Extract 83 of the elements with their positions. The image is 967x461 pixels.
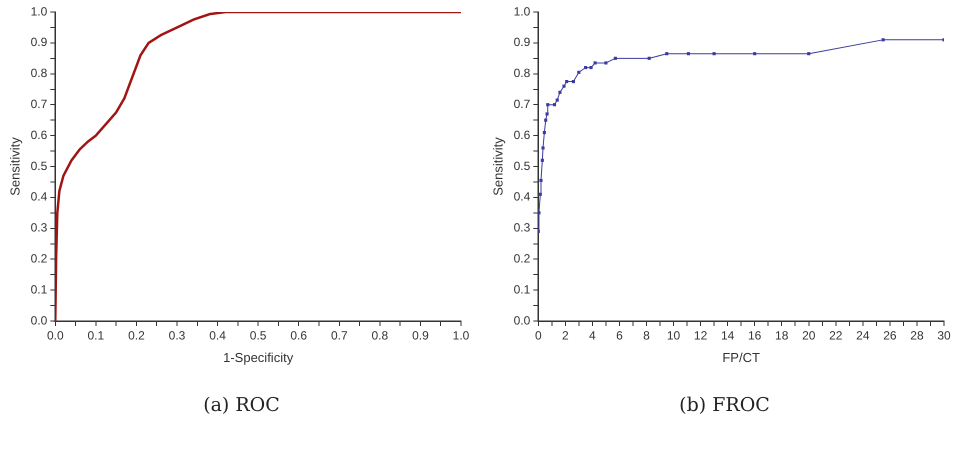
point (540, 158, 544, 162)
x-tick-label: 12 (694, 328, 708, 343)
point (562, 84, 566, 88)
point (546, 103, 550, 106)
point (584, 66, 588, 70)
y-tick-label: 1.0 (514, 4, 531, 18)
point (648, 56, 651, 60)
x-tick-label: 10 (666, 328, 681, 343)
x-tick-label: 0.8 (372, 328, 389, 343)
y-tick-label: 0.8 (30, 66, 48, 80)
x-tick-label: 0 (534, 328, 542, 343)
y-tick-label: 0.9 (30, 35, 48, 50)
y-tick-label: 0.8 (514, 66, 531, 80)
point (686, 52, 690, 56)
x-tick-label: 24 (856, 328, 870, 343)
y-tick-label: 0.7 (30, 97, 48, 112)
point (589, 66, 593, 70)
x-tick-label: 20 (802, 328, 816, 343)
text: (a) ROC (203, 394, 280, 416)
point (539, 178, 543, 182)
x-tick-label: 0.4 (209, 328, 226, 343)
point (546, 112, 549, 116)
x-tick-label: 22 (829, 328, 843, 343)
x-tick-label: 0.5 (250, 328, 267, 343)
x-axis-title: FP/CT (722, 350, 760, 365)
x-tick-label: 30 (937, 328, 951, 343)
text: (b) FROC (679, 394, 770, 416)
x-tick-label: 16 (748, 328, 762, 343)
y-tick-label: 0.3 (514, 220, 531, 235)
point (544, 118, 548, 122)
point (558, 90, 562, 94)
y-tick-label: 0.9 (514, 35, 531, 50)
point (541, 146, 545, 150)
y-tick-label: 1.0 (30, 4, 48, 18)
point (614, 56, 617, 60)
y-tick-label: 0.0 (514, 313, 531, 328)
y-tick-label: 0.2 (514, 252, 531, 266)
y-tick-label: 0.1 (30, 282, 48, 296)
y-tick-label: 0.2 (30, 252, 48, 266)
x-tick-label: 0.6 (290, 328, 308, 343)
x-tick-label: 0.9 (412, 328, 430, 343)
x-tick-label: 2 (562, 328, 569, 343)
x-tick-label: 0.1 (88, 328, 105, 343)
x-tick-label: 8 (643, 328, 650, 343)
y-tick-label: 0.6 (30, 128, 48, 142)
y-tick-label: 0.0 (30, 313, 48, 328)
x-axis-title: 1-Specificity (223, 350, 294, 365)
y-axis-title: Sensitivity (490, 136, 506, 196)
point (882, 38, 885, 42)
point (807, 52, 810, 56)
point (542, 130, 546, 134)
x-tick-label: 4 (589, 328, 596, 343)
y-tick-label: 0.5 (30, 158, 48, 173)
y-tick-label: 0.4 (30, 190, 48, 204)
x-tick-label: 28 (910, 328, 924, 343)
point (577, 70, 580, 74)
point (604, 61, 608, 65)
point (594, 61, 597, 65)
y-tick-label: 0.4 (514, 190, 531, 204)
point (572, 80, 576, 84)
y-tick-label: 0.3 (30, 220, 48, 235)
x-tick-label: 0.2 (128, 328, 146, 343)
x-tick-label: 0.3 (168, 328, 186, 343)
point (556, 98, 559, 102)
point (665, 52, 668, 56)
point (712, 52, 716, 56)
point (565, 80, 568, 84)
y-tick-label: 0.5 (514, 158, 531, 173)
point (552, 103, 556, 106)
x-tick-label: 18 (775, 328, 789, 343)
y-tick-label: 0.6 (514, 128, 531, 142)
y-axis-title: Sensitivity (7, 136, 22, 196)
x-tick-label: 26 (883, 328, 897, 343)
x-tick-label: 14 (720, 328, 735, 343)
x-tick-label: 0.0 (46, 328, 64, 343)
point (538, 192, 542, 196)
x-tick-label: 0.7 (330, 328, 348, 343)
point (538, 211, 541, 214)
y-tick-label: 0.7 (514, 97, 531, 112)
x-tick-label: 6 (616, 328, 624, 343)
y-tick-label: 0.1 (514, 282, 531, 296)
point (753, 52, 756, 56)
x-tick-label: 1.0 (452, 328, 470, 343)
